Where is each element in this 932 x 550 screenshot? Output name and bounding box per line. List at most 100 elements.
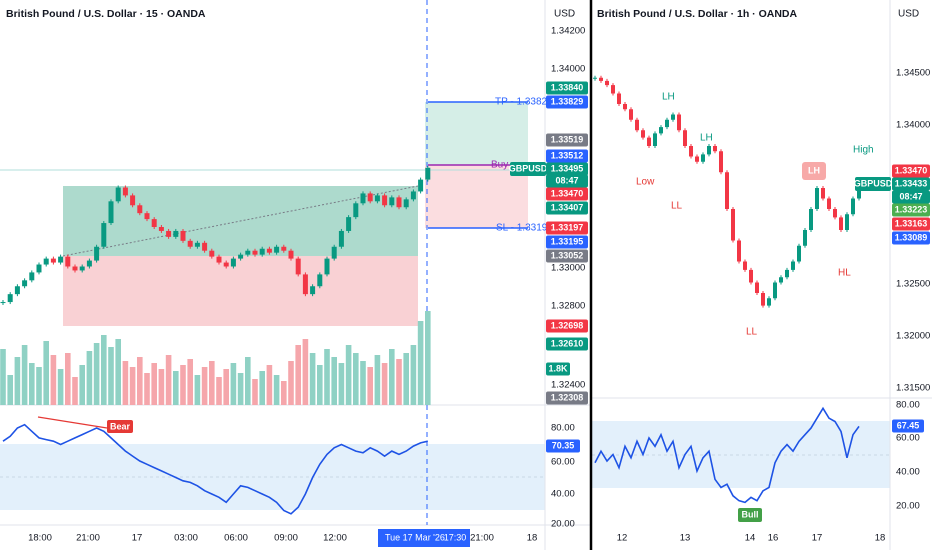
axis-label: 1.33000 [551,263,585,274]
candle [295,258,301,275]
volume-bar [194,375,201,405]
candle [737,240,741,262]
hl-label: HL [838,268,851,279]
price-tag-label: 1.33223 [895,204,928,214]
candle [665,119,669,128]
volume-bar [367,367,373,405]
candle [791,261,795,270]
volume-bar [180,365,186,405]
volume-bar [0,349,6,405]
volume-bar [201,367,208,405]
crosshair-tag [378,529,470,547]
volume-bar [245,357,251,405]
candle [647,137,651,146]
candle [605,80,609,86]
candle [158,227,164,231]
candle [713,146,717,152]
volume-bar [115,339,121,405]
candle [274,246,280,253]
volume-bar [72,377,78,405]
candle [767,298,771,306]
candle [839,217,843,230]
price-tag-label: 70.35 [552,440,575,450]
price-tag [546,187,588,201]
price-tag [546,95,588,109]
candle [86,260,92,267]
volume-bar [86,351,93,405]
candle [346,217,352,231]
candle [94,246,100,261]
candle [677,114,681,131]
candle [223,262,229,267]
candle [683,130,687,146]
candle [785,269,789,278]
candle [779,277,783,283]
candle [324,258,330,275]
candle [202,242,208,251]
price-tag [892,164,930,178]
volume-bar [266,365,273,405]
candle [194,242,200,247]
candle [230,258,236,267]
volume-bar [50,355,57,405]
volume-bar [187,359,193,405]
volume-bar [259,371,265,405]
volume-bar [230,363,237,405]
rsi-line [594,406,860,504]
bull-label: Bull [742,509,759,519]
candle [635,119,639,131]
symbol-tag [855,177,891,191]
price-tag [546,439,580,453]
axis-label: 1.32400 [551,380,585,391]
candle [653,133,657,146]
candle [0,302,6,304]
candle [137,205,143,214]
volume-bar [281,381,287,405]
candle [130,195,136,206]
axis-label: 1.34200 [551,26,585,37]
volume-bar [209,361,215,405]
candle [36,264,42,273]
volume-bar [338,363,345,405]
price-tag-label: 67.45 [897,420,920,430]
candle [101,223,107,247]
candle [701,154,705,162]
price-tag [546,249,588,263]
price-tag-label: 1.32308 [551,392,584,402]
candle [7,294,13,303]
candle [629,109,633,120]
candle [166,230,172,237]
bear-tag [107,420,133,433]
price-tag [546,362,570,376]
high-label: High [853,145,874,156]
price-tag-label: 1.33052 [551,250,584,260]
volume-bar [425,311,431,405]
bear-label: Bear [110,421,131,431]
axis-label: 12:00 [323,533,347,544]
candle [815,188,819,209]
candle [360,193,366,204]
axis-label: 80.00 [896,400,920,411]
volume-bar [93,343,100,405]
axis-label: 1.32800 [551,301,585,312]
price-tag [546,391,588,405]
volume-bar [252,379,258,405]
candle [266,248,272,253]
candle [851,198,855,215]
volume-bar [353,353,359,405]
currency: USD [898,9,919,20]
candle [187,240,193,247]
sl-label: SL - 1.33195 [496,223,553,234]
candle [50,258,56,263]
volume-bar [137,357,143,405]
axis-label: 1.34000 [896,120,930,131]
volume-bar [158,369,165,405]
price-tag [546,162,588,176]
candle [418,179,424,192]
price-tag [892,217,930,231]
candle [857,184,861,199]
candle [389,197,395,206]
candle [216,256,222,263]
axis-label: 1.32500 [896,279,930,290]
